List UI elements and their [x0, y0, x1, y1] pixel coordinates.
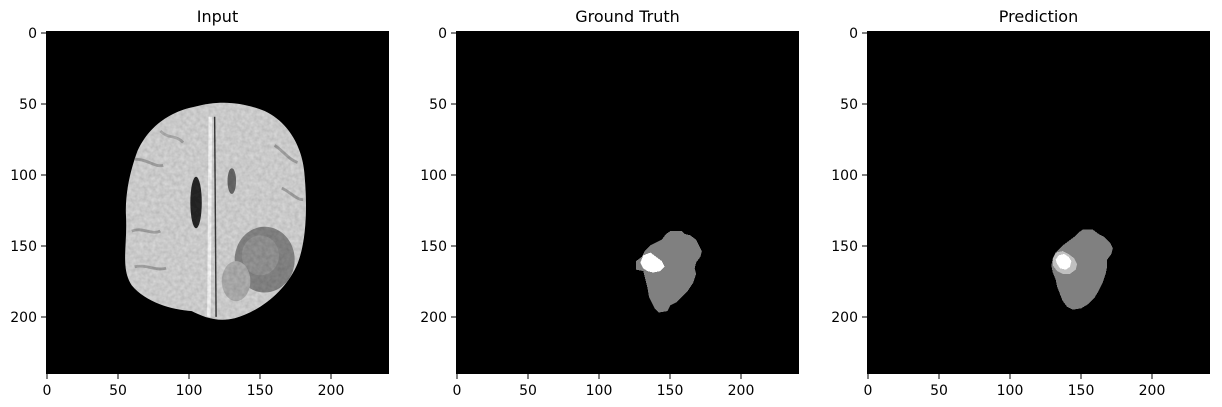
y-tick-label: 0 — [438, 26, 447, 42]
x-tick-label: 200 — [1139, 383, 1166, 399]
x-tick-label: 100 — [586, 383, 613, 399]
x-tick-label: 200 — [318, 383, 345, 399]
x-tick-label: 50 — [930, 383, 948, 399]
x-tick-label: 0 — [43, 383, 52, 399]
y-tick-label: 50 — [429, 97, 447, 113]
y-tick-label: 50 — [19, 97, 37, 113]
image-area — [46, 31, 389, 374]
x-axis: 0 50 100 150 200 — [453, 374, 755, 399]
y-axis: 0 50 100 150 200 — [10, 26, 46, 326]
x-tick-label: 200 — [728, 383, 755, 399]
y-tick-label: 200 — [420, 310, 447, 326]
y-axis: 0 50 100 150 200 — [420, 26, 456, 326]
x-tick-label: 150 — [1068, 383, 1095, 399]
x-axis: 0 50 100 150 200 — [864, 374, 1166, 399]
y-tick-label: 200 — [831, 310, 858, 326]
x-tick-label: 0 — [453, 383, 462, 399]
x-axis: 0 50 100 150 200 — [43, 374, 345, 399]
y-tick-label: 0 — [849, 26, 858, 42]
core-region — [1055, 253, 1072, 270]
segmentation-mask — [867, 31, 1210, 374]
y-tick-label: 100 — [831, 168, 858, 184]
x-tick-label: 50 — [109, 383, 127, 399]
panel-title: Ground Truth — [575, 7, 680, 26]
y-tick-label: 0 — [28, 26, 37, 42]
x-tick-label: 50 — [519, 383, 537, 399]
y-tick-label: 50 — [840, 97, 858, 113]
x-tick-label: 150 — [657, 383, 684, 399]
segmentation-mask — [456, 31, 799, 374]
y-tick-label: 150 — [831, 239, 858, 255]
mri-image — [46, 31, 389, 374]
image-background — [867, 31, 1210, 374]
edema-region — [1051, 229, 1113, 310]
brain-scan — [125, 102, 306, 320]
y-tick-label: 150 — [10, 239, 37, 255]
image-area — [456, 31, 799, 374]
y-axis: 0 50 100 150 200 — [831, 26, 867, 326]
image-area — [867, 31, 1210, 374]
x-tick-label: 100 — [997, 383, 1024, 399]
edema-region — [636, 231, 702, 313]
y-tick-label: 100 — [10, 168, 37, 184]
y-tick-label: 200 — [10, 310, 37, 326]
panel-prediction: Prediction 0 50 100 150 200 — [821, 0, 1221, 407]
axes: 0 50 100 150 200 0 50 100 150 200 — [10, 26, 345, 399]
x-tick-label: 150 — [247, 383, 274, 399]
axes: 0 50 100 150 200 0 50 100 150 200 — [420, 26, 755, 399]
x-tick-label: 100 — [176, 383, 203, 399]
axes: 0 50 100 150 200 0 50 100 150 200 — [831, 26, 1166, 399]
x-tick-label: 0 — [864, 383, 873, 399]
y-tick-label: 150 — [420, 239, 447, 255]
core-region — [640, 252, 665, 273]
panel-ground-truth: Ground Truth 0 50 100 150 200 — [410, 0, 810, 407]
panel-input: Input — [0, 0, 400, 407]
y-tick-label: 100 — [420, 168, 447, 184]
image-background — [456, 31, 799, 374]
panel-title: Prediction — [998, 7, 1079, 26]
panel-title: Input — [196, 7, 239, 26]
